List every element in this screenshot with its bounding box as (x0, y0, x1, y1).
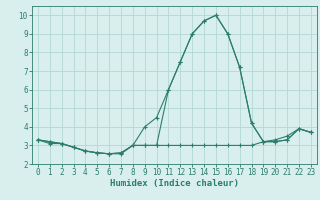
X-axis label: Humidex (Indice chaleur): Humidex (Indice chaleur) (110, 179, 239, 188)
